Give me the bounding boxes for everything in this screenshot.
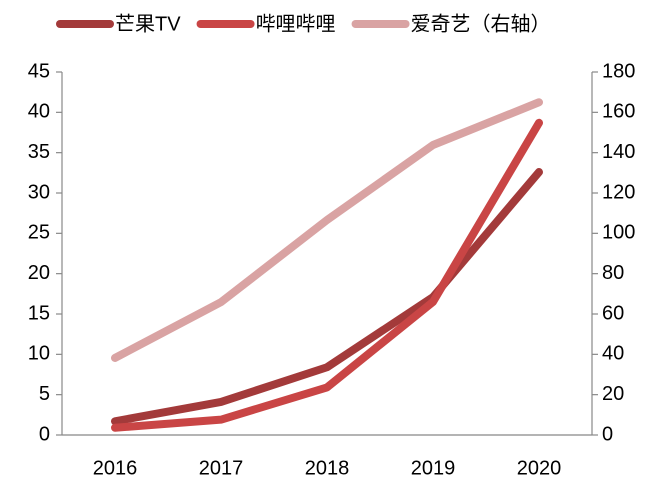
y-tick-label: 15 xyxy=(28,302,50,324)
y-tick-label: 0 xyxy=(39,423,50,445)
y-tick-label: 40 xyxy=(28,101,50,123)
y-tick-label: 25 xyxy=(28,222,50,244)
y-tick-label: 30 xyxy=(28,181,50,203)
y2-tick-label: 40 xyxy=(602,343,624,365)
series-line xyxy=(111,98,543,362)
y-tick-label: 20 xyxy=(28,262,50,284)
x-tick-label: 2017 xyxy=(199,457,244,479)
y2-tick-label: 160 xyxy=(602,101,635,123)
y2-tick-label: 0 xyxy=(602,423,613,445)
y2-tick-label: 100 xyxy=(602,222,635,244)
x-tick-label: 2020 xyxy=(517,457,562,479)
legend-label: 哔哩哔哩 xyxy=(256,12,336,35)
x-tick-label: 2019 xyxy=(411,457,456,479)
x-tick-label: 2016 xyxy=(93,457,138,479)
y2-tick-label: 180 xyxy=(602,60,635,82)
series-line xyxy=(111,168,543,426)
y-tick-label: 35 xyxy=(28,141,50,163)
series-line xyxy=(111,118,543,432)
y2-tick-label: 60 xyxy=(602,302,624,324)
y2-tick-label: 120 xyxy=(602,181,635,203)
x-tick-label: 2018 xyxy=(305,457,350,479)
y-tick-label: 45 xyxy=(28,60,50,82)
y-tick-label: 10 xyxy=(28,343,50,365)
legend-label: 芒果TV xyxy=(115,12,181,35)
y2-tick-label: 80 xyxy=(602,262,624,284)
y2-tick-label: 140 xyxy=(602,141,635,163)
y2-tick-label: 20 xyxy=(602,383,624,405)
legend-label: 爱奇艺（右轴） xyxy=(411,12,551,35)
y-tick-label: 5 xyxy=(39,383,50,405)
